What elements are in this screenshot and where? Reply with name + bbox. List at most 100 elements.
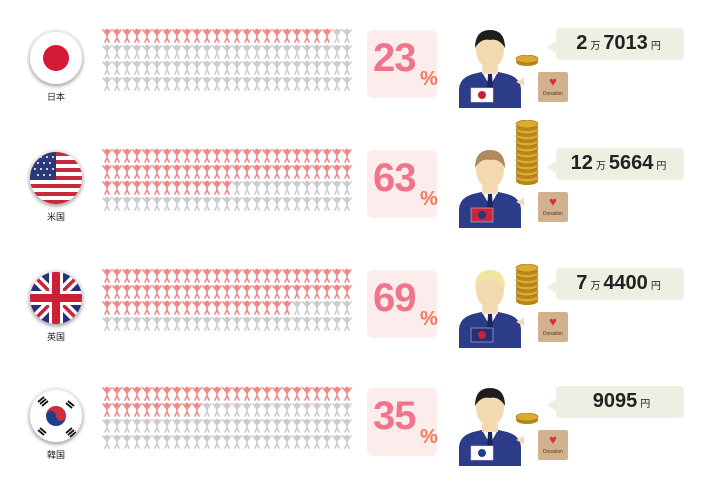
person-figure [212, 268, 222, 283]
person-figure [102, 418, 112, 433]
person-figure [222, 196, 232, 211]
person-figure [112, 60, 122, 75]
person-figure [232, 148, 242, 163]
person-figure [152, 300, 162, 315]
person-figure [292, 148, 302, 163]
person-figure [142, 60, 152, 75]
person-figure [222, 28, 232, 43]
person-figure [282, 418, 292, 433]
person-figure [202, 316, 212, 331]
person-figure [102, 316, 112, 331]
coin-stack-icon [514, 412, 540, 430]
person-figure [302, 180, 312, 195]
person-figure [202, 60, 212, 75]
person-figure [232, 44, 242, 59]
person-figure [142, 148, 152, 163]
person-figure [332, 60, 342, 75]
person-figure [322, 196, 332, 211]
person-figure [312, 402, 322, 417]
person-figure [242, 268, 252, 283]
person-figure [332, 386, 342, 401]
person-figure [342, 300, 352, 315]
person-figure [122, 180, 132, 195]
person-figure [322, 44, 332, 59]
person-figure [272, 196, 282, 211]
person-figure [272, 316, 282, 331]
person-figure [182, 60, 192, 75]
person-figure [222, 44, 232, 59]
people-grid [102, 268, 352, 332]
person-figure [102, 28, 112, 43]
person-figure [172, 60, 182, 75]
donation-label: Donation [542, 449, 563, 455]
person-figure [302, 284, 312, 299]
person-figure [202, 196, 212, 211]
person-figure [132, 284, 142, 299]
person-figure [132, 300, 142, 315]
person-figure [252, 284, 262, 299]
amount-yen-unit: 円 [650, 41, 661, 52]
person-figure [262, 402, 272, 417]
person-figure [262, 316, 272, 331]
person-figure [182, 76, 192, 91]
person-figure [252, 268, 262, 283]
person-figure [222, 300, 232, 315]
person-figure [152, 316, 162, 331]
person-figure [332, 148, 342, 163]
person-figure [152, 164, 162, 179]
person-figure [222, 434, 232, 449]
person-figure [342, 316, 352, 331]
person-figure [322, 76, 332, 91]
person-figure [312, 300, 322, 315]
donation-box-icon: ♥ Donation [538, 430, 568, 460]
person-figure [252, 60, 262, 75]
person-figure [142, 28, 152, 43]
amount-bubble: 9095 円 [547, 386, 684, 418]
person-figure [262, 386, 272, 401]
person-figure [202, 164, 212, 179]
person-figure [282, 284, 292, 299]
person-figure [122, 418, 132, 433]
person-figure [192, 402, 202, 417]
person-figure [112, 434, 122, 449]
person-figure [132, 434, 142, 449]
person-figure [232, 164, 242, 179]
person-figure [132, 60, 142, 75]
person-figure [222, 418, 232, 433]
person-figure [102, 196, 112, 211]
person-figure [152, 196, 162, 211]
amount-man: 7 [576, 272, 588, 294]
person-figure [142, 316, 152, 331]
person-figure [302, 402, 312, 417]
person-figure [112, 418, 122, 433]
person-figure [172, 180, 182, 195]
person-figure [202, 386, 212, 401]
person-figure [192, 28, 202, 43]
person-figure [322, 300, 332, 315]
person-figure [162, 418, 172, 433]
person-figure [182, 300, 192, 315]
person-figure [232, 284, 242, 299]
person-figure [182, 164, 192, 179]
person-figure [182, 418, 192, 433]
person-figure [272, 268, 282, 283]
person-figure [322, 316, 332, 331]
person-figure [182, 402, 192, 417]
person-figure [312, 418, 322, 433]
person-figure [112, 44, 122, 59]
person-figure [282, 60, 292, 75]
person-figure [332, 196, 342, 211]
person-figure [142, 386, 152, 401]
person-figure [292, 28, 302, 43]
person-figure [162, 284, 172, 299]
person-figure [322, 434, 332, 449]
person-figure [192, 148, 202, 163]
person-figure [302, 148, 312, 163]
person-figure [272, 180, 282, 195]
person-figure [192, 300, 202, 315]
uk-flag-icon [30, 272, 82, 324]
person-figure [252, 76, 262, 91]
person-figure [172, 316, 182, 331]
person-figure [212, 76, 222, 91]
amount-man: 12 [570, 152, 593, 174]
